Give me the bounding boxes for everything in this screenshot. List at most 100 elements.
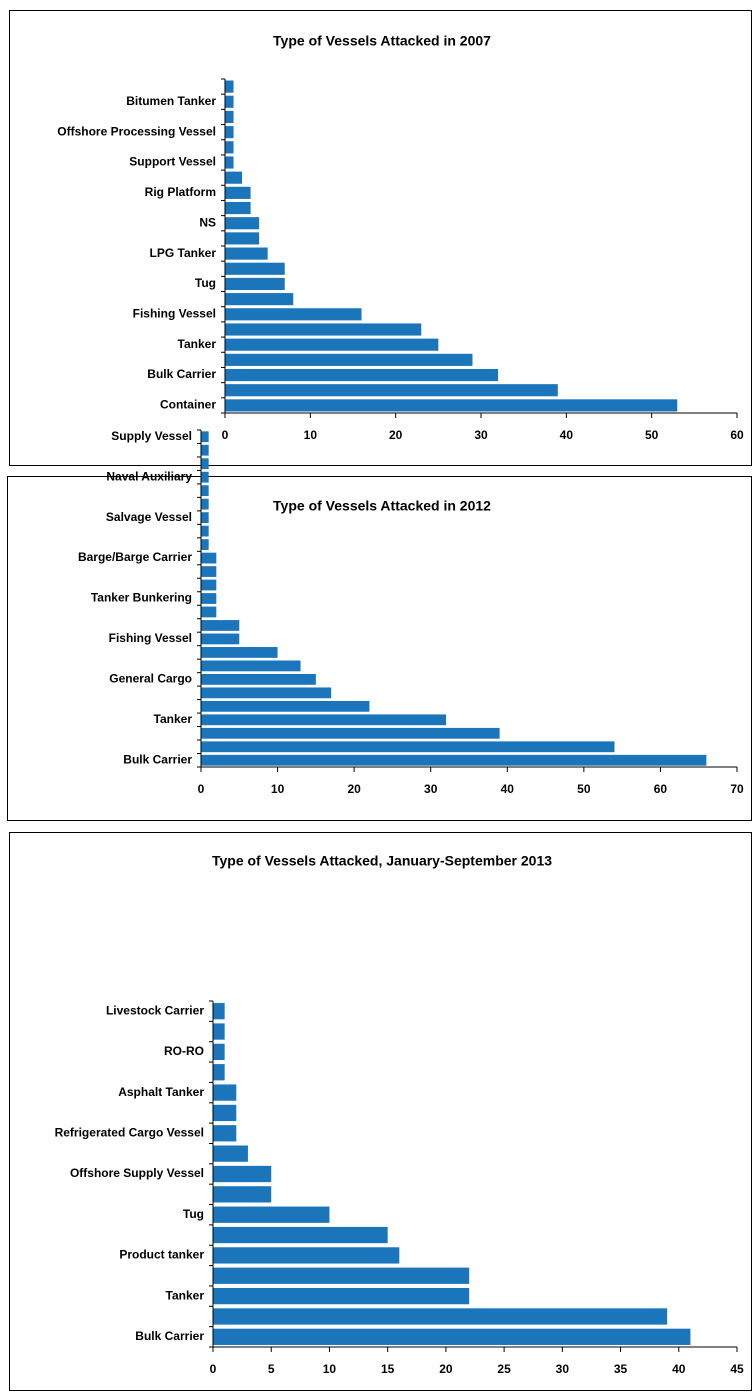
bar <box>201 471 209 483</box>
x-tick-label: 10 <box>323 1362 337 1376</box>
bar <box>213 1308 668 1325</box>
x-tick-label: 10 <box>304 428 318 442</box>
bar <box>225 308 362 321</box>
y-tick-label: Tug <box>195 276 216 290</box>
bar <box>201 498 209 510</box>
x-tick-label: 15 <box>381 1362 395 1376</box>
y-tick-label: Tanker <box>166 1288 205 1302</box>
bar <box>225 384 558 397</box>
bar <box>225 217 260 230</box>
x-tick-label: 0 <box>222 428 229 442</box>
y-tick-label: LPG Tanker <box>150 246 217 260</box>
x-tick-label: 45 <box>730 1362 744 1376</box>
bar <box>225 80 234 93</box>
y-tick-label: NS <box>199 215 216 229</box>
chart-panel <box>7 476 752 821</box>
bar <box>201 754 707 766</box>
bar <box>201 458 209 470</box>
bar <box>213 1226 388 1244</box>
bar <box>201 620 240 631</box>
x-tick-label: 30 <box>556 1362 570 1376</box>
bar <box>225 156 234 169</box>
bar <box>201 512 209 524</box>
y-tick-label: Support Vessel <box>129 155 216 169</box>
bar <box>213 1003 225 1020</box>
bar <box>201 579 217 591</box>
y-tick-label: Offshore Supply Vessel <box>70 1166 204 1180</box>
y-tick-label: Barge/Barge Carrier <box>78 550 192 564</box>
bar <box>225 141 234 154</box>
x-tick-label: 30 <box>474 428 488 442</box>
bar <box>213 1043 225 1061</box>
bar <box>213 1287 470 1305</box>
y-tick-label: Naval Auxiliary <box>106 469 192 483</box>
bar <box>201 593 217 604</box>
bar <box>225 95 234 108</box>
bar <box>201 727 500 739</box>
x-tick-label: 40 <box>672 1362 686 1376</box>
y-tick-label: Bulk Carrier <box>123 752 192 766</box>
bar <box>201 431 209 443</box>
chart-title: Type of Vessels Attacked, January-Septem… <box>212 853 552 869</box>
bar <box>213 1104 237 1122</box>
x-tick-label: 50 <box>645 428 659 442</box>
bar <box>225 126 234 139</box>
bar <box>225 171 243 184</box>
y-tick-label: Tug <box>183 1207 204 1221</box>
bar <box>201 444 209 456</box>
x-tick-label: 5 <box>268 1362 275 1376</box>
bar <box>213 1328 691 1345</box>
bar <box>225 232 260 245</box>
x-tick-label: 30 <box>424 782 438 796</box>
y-tick-label: Rig Platform <box>145 185 216 199</box>
chart-panel <box>9 832 752 1391</box>
bar <box>213 1247 400 1264</box>
bar <box>225 186 251 199</box>
x-tick-label: 0 <box>198 782 205 796</box>
chart-title: Type of Vessels Attacked in 2012 <box>273 498 491 514</box>
bar <box>225 399 678 412</box>
y-tick-label: General Cargo <box>109 672 192 686</box>
chart-panel <box>9 10 752 466</box>
bar <box>213 1165 272 1183</box>
bar <box>201 525 209 537</box>
bar <box>225 323 422 336</box>
bar <box>213 1206 330 1223</box>
y-tick-label: Salvage Vessel <box>106 510 192 524</box>
bar <box>225 293 294 306</box>
bar <box>213 1145 248 1162</box>
bar <box>201 566 217 577</box>
bar <box>225 201 251 215</box>
x-tick-label: 60 <box>730 428 744 442</box>
bar <box>225 262 285 275</box>
bar <box>225 368 499 382</box>
bar <box>201 485 209 497</box>
y-tick-label: Tanker <box>154 712 193 726</box>
y-tick-label: RO-RO <box>164 1044 204 1058</box>
bar <box>201 700 370 712</box>
bar <box>213 1125 237 1142</box>
x-tick-label: 40 <box>560 428 574 442</box>
y-tick-label: Bitumen Tanker <box>126 94 216 108</box>
x-tick-label: 40 <box>501 782 515 796</box>
x-tick-label: 20 <box>439 1362 453 1376</box>
chart-title: Type of Vessels Attacked in 2007 <box>273 33 491 49</box>
bar <box>201 539 209 550</box>
bar <box>201 633 240 645</box>
bar <box>225 353 473 366</box>
bar <box>201 741 615 753</box>
bar <box>213 1267 470 1284</box>
bar <box>201 673 316 685</box>
x-tick-label: 70 <box>730 782 744 796</box>
bar <box>213 1084 237 1101</box>
y-tick-label: Bulk Carrier <box>135 1329 204 1343</box>
x-tick-label: 50 <box>577 782 591 796</box>
y-tick-label: Refrigerated Cargo Vessel <box>55 1125 204 1139</box>
bar <box>225 110 234 124</box>
y-tick-label: Offshore Processing Vessel <box>57 124 216 138</box>
bar <box>225 247 268 260</box>
y-tick-label: Supply Vessel <box>111 429 192 443</box>
y-tick-label: Product tanker <box>119 1248 204 1262</box>
x-tick-label: 60 <box>654 782 668 796</box>
y-tick-label: Asphalt Tanker <box>118 1085 204 1099</box>
